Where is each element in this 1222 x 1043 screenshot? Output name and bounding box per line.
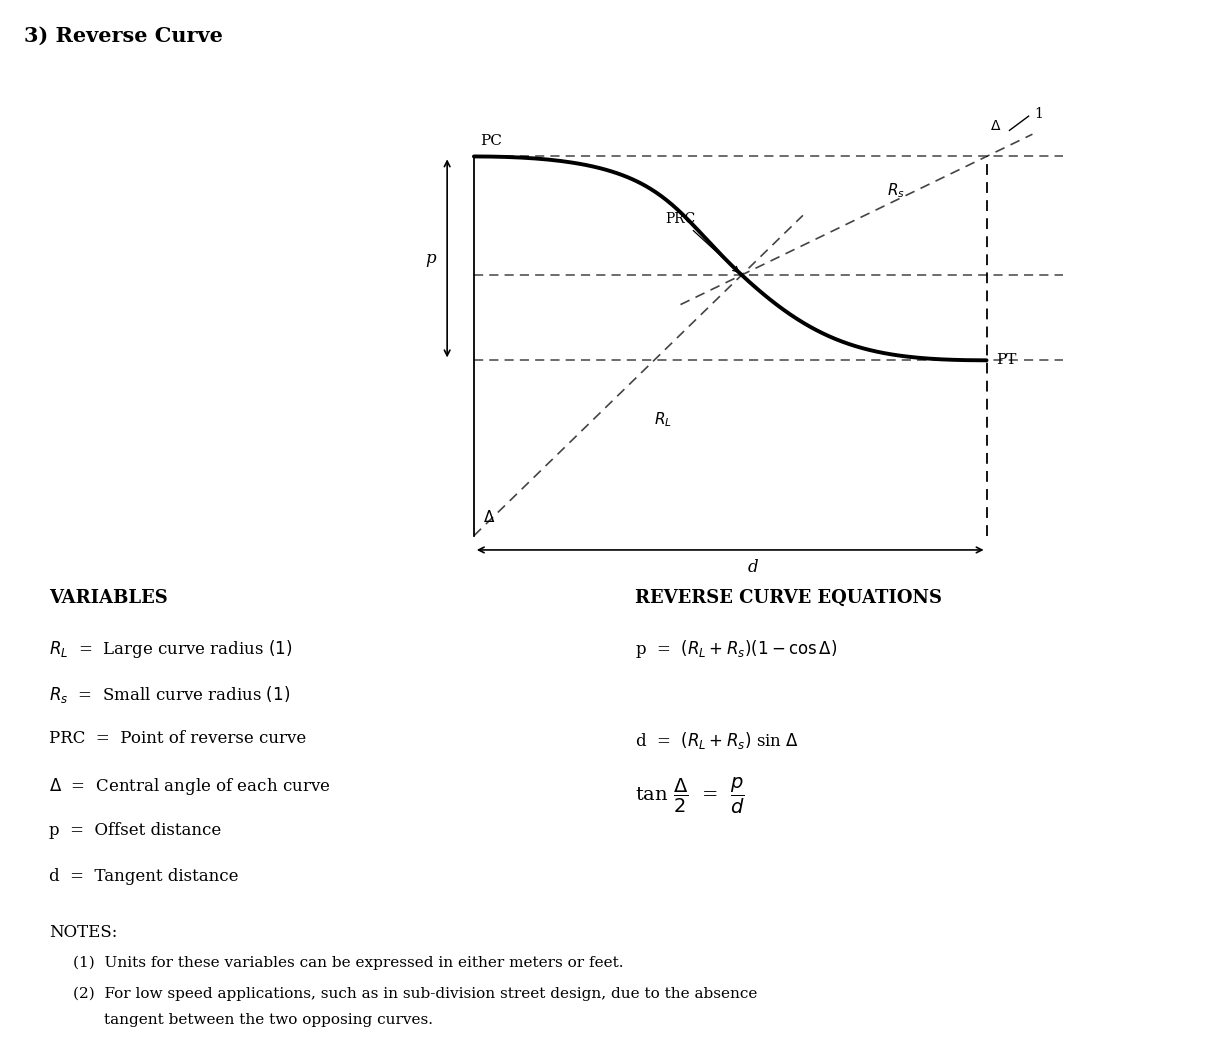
Text: tangent between the two opposing curves.: tangent between the two opposing curves. xyxy=(104,1013,433,1026)
Text: tan $\dfrac{\Delta}{2}$  =  $\dfrac{p}{d}$: tan $\dfrac{\Delta}{2}$ = $\dfrac{p}{d}$ xyxy=(635,776,745,816)
Text: $R_L$: $R_L$ xyxy=(654,410,672,429)
Text: (1)  Units for these variables can be expressed in either meters or feet.: (1) Units for these variables can be exp… xyxy=(73,955,623,970)
Text: PT: PT xyxy=(996,354,1015,367)
Text: 3) Reverse Curve: 3) Reverse Curve xyxy=(24,26,224,46)
Text: $\Delta$: $\Delta$ xyxy=(990,119,1002,132)
Text: p  =  $(R_L + R_s)(1 - \cos\Delta)$: p = $(R_L + R_s)(1 - \cos\Delta)$ xyxy=(635,638,838,660)
Text: PC: PC xyxy=(480,134,502,148)
Text: $\Delta$  =  Central angle of each curve: $\Delta$ = Central angle of each curve xyxy=(49,776,330,797)
Text: p  =  Offset distance: p = Offset distance xyxy=(49,822,221,839)
Text: $R_L$  =  Large curve radius $(1)$: $R_L$ = Large curve radius $(1)$ xyxy=(49,638,292,660)
Text: VARIABLES: VARIABLES xyxy=(49,589,167,607)
Text: d: d xyxy=(748,559,759,577)
Text: $\Delta$: $\Delta$ xyxy=(483,509,495,525)
Text: $R_s$  =  Small curve radius $(1)$: $R_s$ = Small curve radius $(1)$ xyxy=(49,684,290,705)
Text: PRC: PRC xyxy=(665,212,738,272)
Text: (2)  For low speed applications, such as in sub-division street design, due to t: (2) For low speed applications, such as … xyxy=(73,987,758,1001)
Text: d  =  Tangent distance: d = Tangent distance xyxy=(49,868,238,884)
Text: PRC  =  Point of reverse curve: PRC = Point of reverse curve xyxy=(49,730,307,747)
Text: d  =  $(R_L + R_s)$ sin $\Delta$: d = $(R_L + R_s)$ sin $\Delta$ xyxy=(635,730,799,751)
Text: p: p xyxy=(425,250,436,267)
Text: $R_s$: $R_s$ xyxy=(887,181,906,199)
Text: 1: 1 xyxy=(1034,106,1042,121)
Text: REVERSE CURVE EQUATIONS: REVERSE CURVE EQUATIONS xyxy=(635,589,942,607)
Text: NOTES:: NOTES: xyxy=(49,924,117,941)
